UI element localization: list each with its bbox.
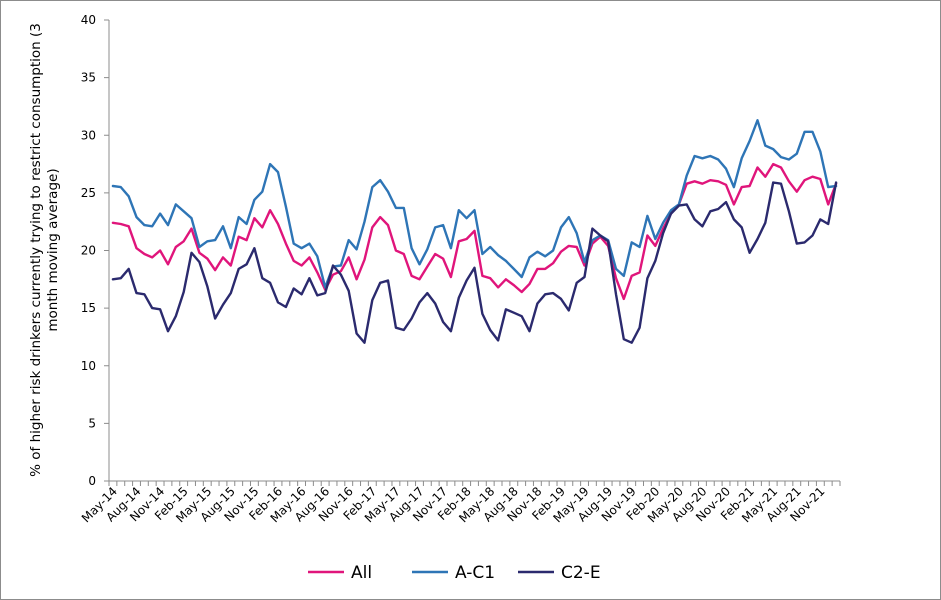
y-tick-label: 30 — [81, 128, 96, 142]
y-axis-title-line-2: month moving average) — [45, 168, 61, 331]
y-ticks: 0 5 10 15 20 25 30 35 40 — [81, 13, 109, 488]
series-lines — [111, 119, 838, 344]
axes — [108, 20, 840, 482]
y-tick-label: 10 — [81, 359, 96, 373]
legend-label: All — [351, 563, 372, 583]
series-line-all — [111, 162, 838, 301]
x-ticks: May-14Aug-14Nov-14Feb-15May-15Aug-15Nov-… — [79, 481, 841, 525]
y-tick-label: 25 — [81, 186, 96, 200]
legend-label: C2-E — [561, 563, 601, 583]
y-tick-label: 40 — [81, 13, 96, 27]
y-axis-title: % of higher risk drinkers currently tryi… — [28, 23, 61, 477]
series-line-a-c1 — [111, 119, 838, 289]
y-tick-label: 35 — [81, 71, 96, 85]
series-line-c2-e — [111, 181, 838, 344]
y-tick-label: 20 — [81, 244, 96, 258]
y-tick-label: 0 — [88, 474, 96, 488]
y-axis-title-line-1: % of higher risk drinkers currently tryi… — [28, 23, 44, 477]
y-tick-label: 5 — [88, 416, 96, 430]
y-tick-label: 15 — [81, 301, 96, 315]
legend-label: A-C1 — [455, 563, 495, 583]
legend: All A-C1 C2-E — [308, 563, 601, 583]
